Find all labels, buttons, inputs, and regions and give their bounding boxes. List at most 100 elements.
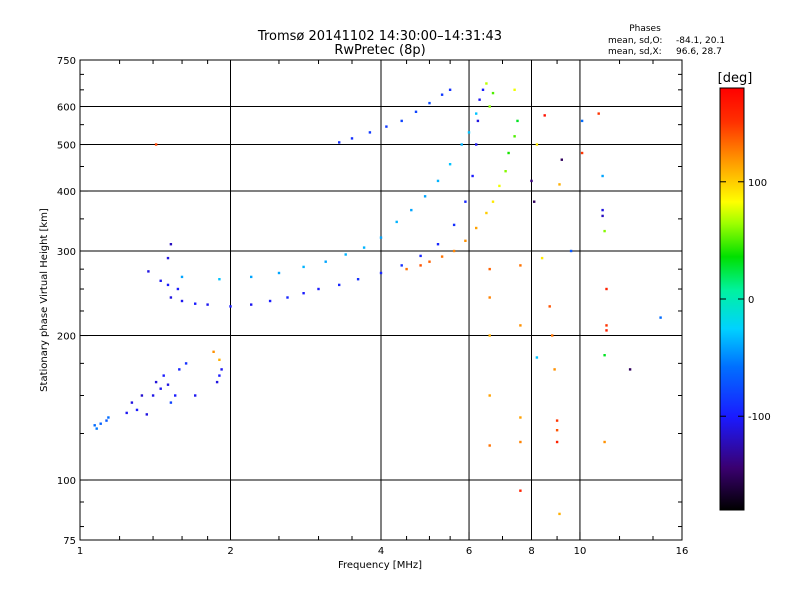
data-point xyxy=(140,394,144,397)
data-point xyxy=(513,135,516,138)
data-point xyxy=(464,200,467,203)
data-point xyxy=(302,265,305,269)
data-point xyxy=(580,119,584,123)
data-point xyxy=(519,440,522,444)
data-point xyxy=(481,88,485,91)
y-tick-label: 400 xyxy=(57,187,76,198)
data-point xyxy=(176,287,180,291)
data-point xyxy=(95,427,98,430)
data-point xyxy=(488,267,491,271)
data-point xyxy=(464,239,467,242)
data-point xyxy=(605,329,608,332)
data-point xyxy=(519,416,522,419)
stats-o-values: -84.1, 20.1 xyxy=(676,36,725,46)
data-point xyxy=(135,408,139,412)
data-point xyxy=(414,110,418,113)
data-point xyxy=(558,512,561,516)
data-point xyxy=(471,174,474,178)
data-point xyxy=(166,283,170,287)
y-tick-label: 750 xyxy=(57,56,76,67)
data-point xyxy=(206,303,209,306)
data-point xyxy=(302,292,305,295)
data-point xyxy=(535,143,539,146)
data-point xyxy=(162,374,165,377)
data-point xyxy=(277,271,281,275)
axis-ticks xyxy=(79,59,683,541)
data-point xyxy=(440,255,444,258)
data-point xyxy=(154,380,158,384)
data-point xyxy=(169,401,173,404)
x-tick-label: 10 xyxy=(574,546,587,557)
data-point xyxy=(436,179,440,183)
data-point xyxy=(180,275,184,279)
data-point xyxy=(543,114,546,117)
y-axis-label: Stationary phase Virtual Height [km] xyxy=(39,208,50,392)
data-point xyxy=(423,195,427,198)
data-point xyxy=(286,296,289,299)
data-point xyxy=(498,184,501,188)
data-point xyxy=(555,429,559,432)
data-point xyxy=(580,151,584,155)
x-tick-label: 16 xyxy=(676,546,689,557)
data-points xyxy=(93,82,662,516)
data-point xyxy=(147,270,150,273)
data-point xyxy=(250,303,253,306)
y-tick-label: 200 xyxy=(57,332,76,343)
data-point xyxy=(533,200,536,203)
data-point xyxy=(400,264,403,267)
data-point xyxy=(519,264,522,267)
data-point xyxy=(428,260,431,263)
data-point xyxy=(555,440,559,444)
data-point xyxy=(535,356,539,359)
data-point xyxy=(218,358,221,361)
data-point xyxy=(560,158,563,161)
data-point xyxy=(154,143,158,146)
data-point xyxy=(491,91,495,95)
data-point xyxy=(491,200,495,203)
y-tick-label: 500 xyxy=(57,141,76,152)
data-point xyxy=(400,119,403,123)
data-point xyxy=(218,278,221,281)
data-point xyxy=(605,324,608,327)
data-point xyxy=(605,287,608,291)
data-point xyxy=(229,305,232,308)
data-point xyxy=(452,249,456,253)
colorbar-tick-label: 0 xyxy=(748,295,754,306)
data-point xyxy=(448,163,452,166)
data-point xyxy=(194,394,197,397)
data-point xyxy=(215,380,219,384)
data-point xyxy=(220,368,223,371)
data-point xyxy=(324,260,327,263)
data-point xyxy=(344,253,347,256)
data-point xyxy=(379,236,383,239)
stats-o-label: mean, sd,O: xyxy=(608,36,662,46)
data-point xyxy=(268,299,272,303)
data-point xyxy=(218,374,221,377)
data-point xyxy=(476,119,480,123)
data-point xyxy=(356,278,360,281)
data-point xyxy=(488,394,491,397)
data-point xyxy=(405,267,408,271)
data-point xyxy=(485,82,488,85)
data-point xyxy=(475,143,478,146)
data-point xyxy=(419,254,422,258)
data-point xyxy=(519,324,522,327)
colorbar-tick-label: 100 xyxy=(748,178,767,189)
data-point xyxy=(350,137,354,140)
data-point xyxy=(475,112,478,115)
data-point xyxy=(419,264,422,267)
data-point xyxy=(428,101,431,105)
data-point xyxy=(440,93,444,96)
data-point xyxy=(99,422,102,425)
data-point xyxy=(628,368,632,371)
data-point xyxy=(194,302,197,305)
data-point xyxy=(558,183,561,186)
grid-lines xyxy=(80,60,682,540)
data-point xyxy=(174,394,177,397)
y-tick-label: 75 xyxy=(63,536,76,547)
data-point xyxy=(551,334,554,337)
data-point xyxy=(488,444,491,447)
data-point xyxy=(553,368,556,371)
x-tick-label: 6 xyxy=(466,546,472,557)
